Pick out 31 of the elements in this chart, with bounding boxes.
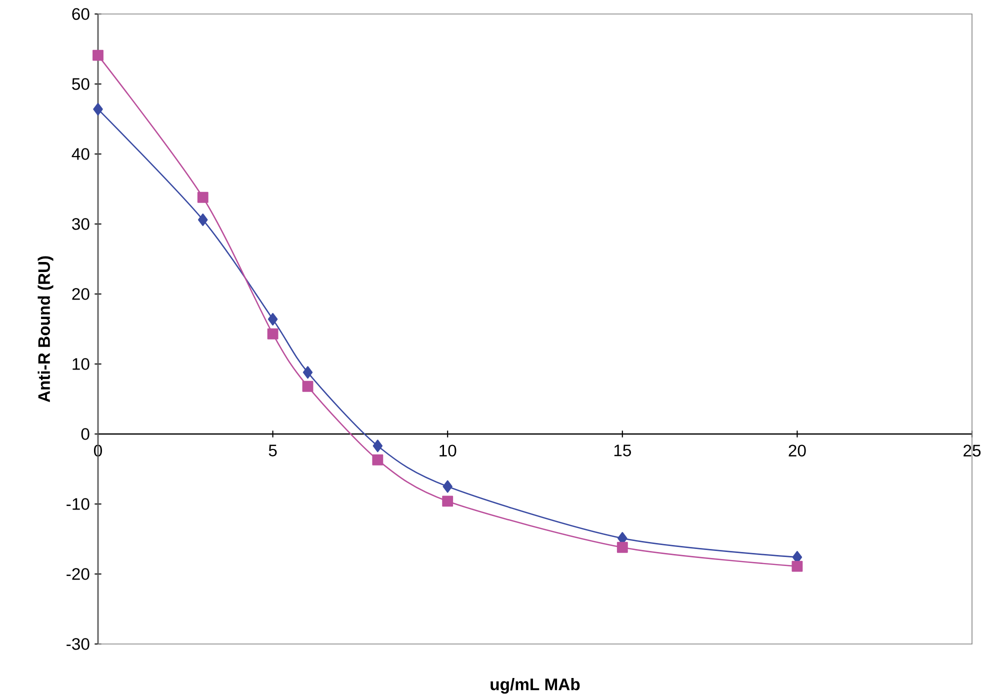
point <box>302 366 313 379</box>
point <box>267 328 278 340</box>
x-axis-title: ug/mL MAb <box>490 678 580 694</box>
point <box>197 192 208 203</box>
y-tick-label: -10 <box>66 498 90 510</box>
point <box>372 454 384 466</box>
y-tick-label: -30 <box>66 638 90 650</box>
x-tick-label: 15 <box>614 444 631 456</box>
point <box>268 312 278 326</box>
point <box>92 50 104 61</box>
y-tick-label: 20 <box>72 288 90 300</box>
point <box>442 496 454 507</box>
x-tick-label: 20 <box>788 444 806 457</box>
point <box>302 380 314 392</box>
y-axis-title: Anti-R Bound (RU) <box>38 256 54 402</box>
point <box>442 480 452 493</box>
point <box>616 542 628 553</box>
point <box>372 440 383 452</box>
y-tick-label: 30 <box>72 218 90 230</box>
y-tick-label: 40 <box>72 148 90 160</box>
y-tick-label: -20 <box>66 568 90 580</box>
point <box>93 102 103 116</box>
point <box>198 214 208 226</box>
x-tick-label: 5 <box>268 444 277 456</box>
x-tick-label: 25 <box>964 444 981 457</box>
x-tick-label: 10 <box>440 444 456 457</box>
y-tick-label: 60 <box>72 8 90 20</box>
y-tick-label: 50 <box>72 78 90 90</box>
y-tick-label: 0 <box>81 428 90 440</box>
y-tick-label: 10 <box>72 358 90 370</box>
point <box>792 560 803 572</box>
